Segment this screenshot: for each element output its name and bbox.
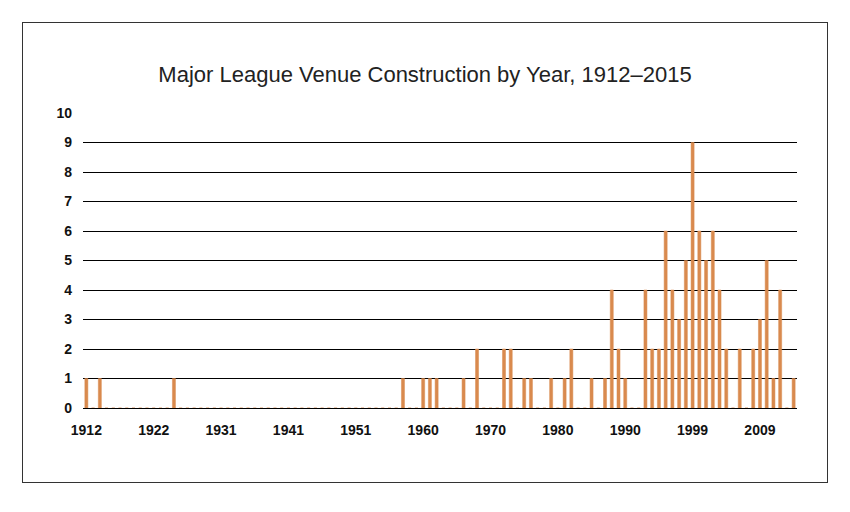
svg-text:6: 6 (64, 223, 72, 239)
svg-text:8: 8 (64, 164, 72, 180)
svg-text:1941: 1941 (273, 422, 304, 438)
svg-text:1: 1 (64, 370, 72, 386)
svg-text:2009: 2009 (744, 422, 775, 438)
svg-text:1922: 1922 (138, 422, 169, 438)
svg-text:3: 3 (64, 311, 72, 327)
svg-text:10: 10 (56, 105, 72, 121)
svg-text:1912: 1912 (71, 422, 102, 438)
svg-text:5: 5 (64, 252, 72, 268)
svg-text:Major League Venue Constructio: Major League Venue Construction by Year,… (158, 62, 691, 87)
svg-text:4: 4 (64, 282, 72, 298)
svg-text:2: 2 (64, 341, 72, 357)
svg-text:7: 7 (64, 193, 72, 209)
svg-text:1980: 1980 (542, 422, 573, 438)
svg-text:1990: 1990 (610, 422, 641, 438)
svg-text:1999: 1999 (677, 422, 708, 438)
svg-text:1970: 1970 (475, 422, 506, 438)
svg-text:9: 9 (64, 134, 72, 150)
svg-text:0: 0 (64, 400, 72, 416)
svg-text:1960: 1960 (408, 422, 439, 438)
svg-text:1951: 1951 (340, 422, 371, 438)
svg-text:1931: 1931 (206, 422, 237, 438)
